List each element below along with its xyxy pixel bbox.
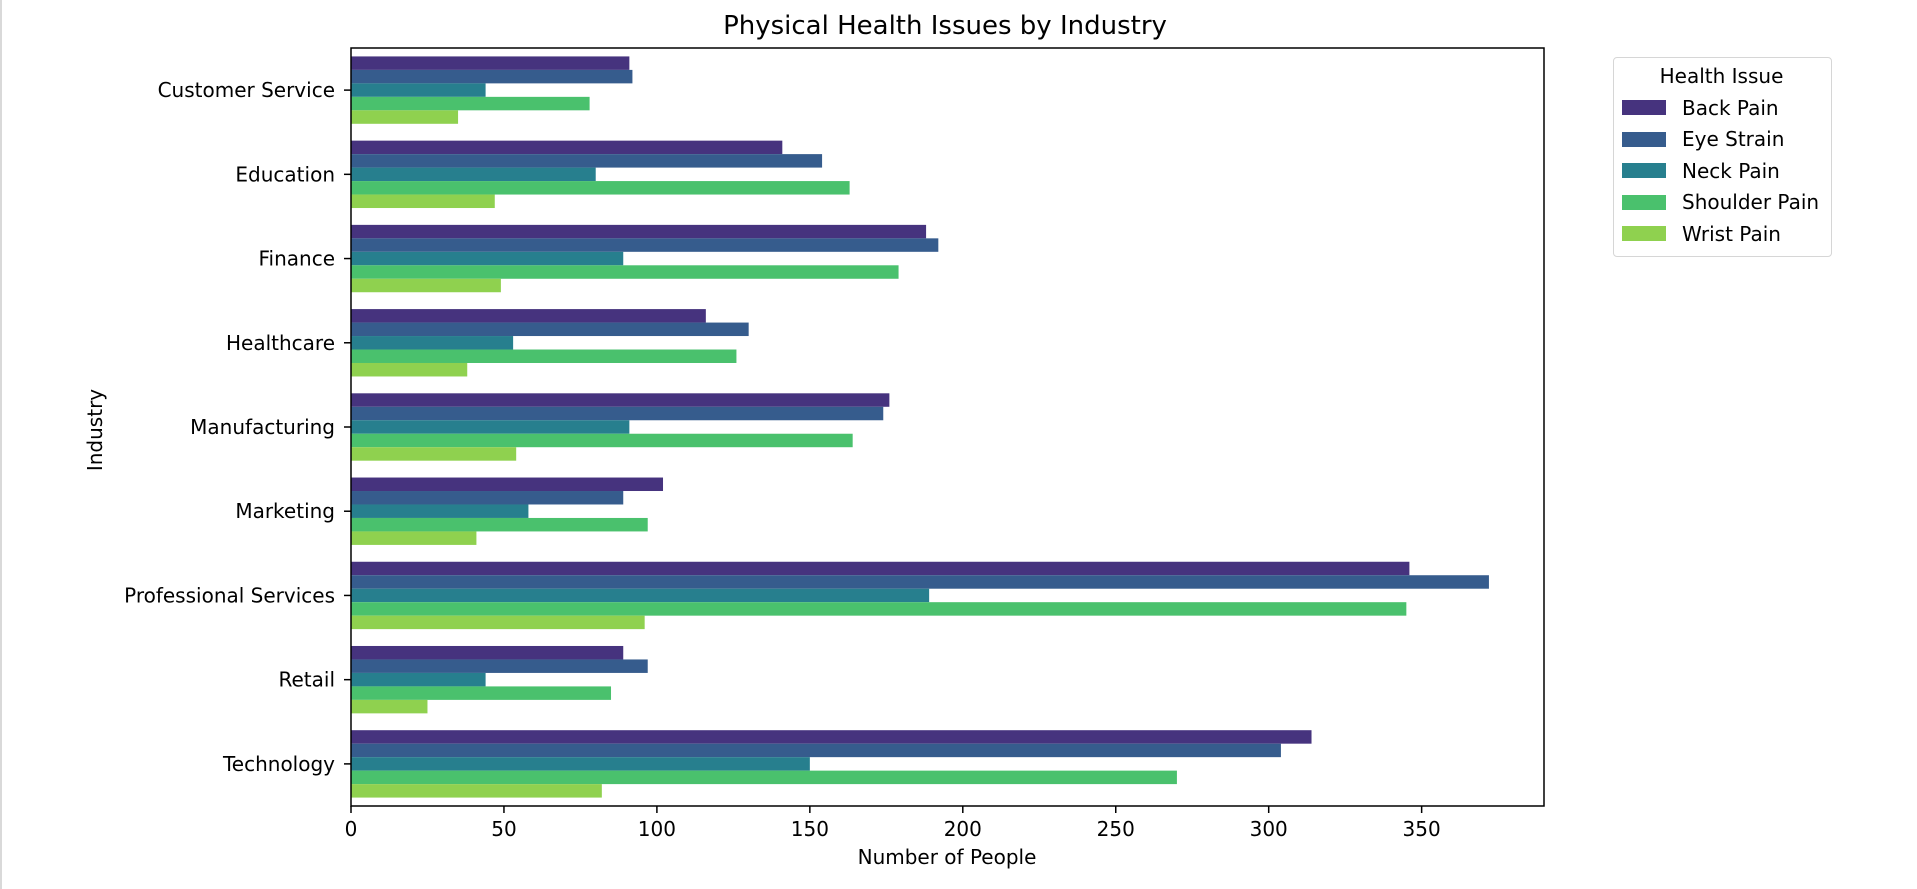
bar-wrist-pain-retail [351,699,428,714]
bar-back-pain-retail [351,645,624,660]
bar-eye-strain-professional-services [351,575,1489,589]
y-axis-ticks: Customer Service Education Finance Healthca… [124,78,351,776]
chart-title: Physical Health Issues by Industry [723,11,1167,41]
bar-eye-strain-retail [351,659,648,673]
legend: Health Issue Back Pain Eye Strain Neck Pai… [1613,57,1832,257]
y-tick-label: Marketing [235,499,335,523]
legend-items: Back Pain Eye Strain Neck Pain Shoulder Pai… [1622,92,1821,250]
bar-wrist-pain-marketing [351,531,477,545]
bar-shoulder-pain-manufacturing [351,433,853,448]
bar-neck-pain-technology [351,757,810,771]
bar-shoulder-pain-education [351,181,850,195]
bar-eye-strain-technology [351,743,1281,758]
window-edge [0,0,2,889]
bar-back-pain-healthcare [351,309,706,323]
bar-neck-pain-manufacturing [351,420,630,434]
bar-back-pain-finance [351,224,927,239]
x-tick-label: 0 [345,817,358,841]
bar-eye-strain-marketing [351,491,624,505]
legend-label: Wrist Pain [1682,221,1781,246]
y-tick-label: Healthcare [226,331,335,355]
bar-neck-pain-marketing [351,504,529,518]
bar-eye-strain-finance [351,238,939,252]
x-tick-label: 350 [1403,817,1441,841]
x-tick-label: 50 [491,817,516,841]
bar-neck-pain-professional-services [351,588,930,603]
bar-back-pain-marketing [351,477,664,492]
legend-item: Shoulder Pain [1622,187,1821,219]
legend-item: Wrist Pain [1622,218,1821,250]
bar-shoulder-pain-healthcare [351,349,737,363]
bar-back-pain-manufacturing [351,393,890,407]
legend-swatch [1622,131,1666,147]
y-tick-label: Education [235,162,335,186]
bar-eye-strain-healthcare [351,322,749,337]
legend-swatch [1622,100,1666,116]
bar-wrist-pain-technology [351,784,602,798]
y-tick-label: Manufacturing [190,415,335,439]
y-tick-label: Retail [278,668,335,692]
bar-shoulder-pain-finance [351,265,899,279]
legend-item: Eye Strain [1622,124,1821,156]
bar-back-pain-customer-service [351,56,630,70]
legend-label: Neck Pain [1682,158,1780,183]
bar-neck-pain-customer-service [351,83,486,97]
bar-shoulder-pain-customer-service [351,96,590,111]
legend-label: Eye Strain [1682,127,1785,152]
y-axis-label: Industry [83,389,107,471]
bar-eye-strain-customer-service [351,69,633,84]
bar-neck-pain-education [351,167,596,182]
x-tick-label: 150 [791,817,829,841]
x-tick-label: 250 [1097,817,1135,841]
bar-neck-pain-retail [351,672,486,687]
y-tick-label: Professional Services [124,583,335,607]
legend-swatch [1622,226,1666,242]
bars-group [351,56,1489,798]
legend-item: Neck Pain [1622,155,1821,187]
bar-neck-pain-healthcare [351,336,514,350]
x-tick-label: 100 [638,817,676,841]
bar-wrist-pain-professional-services [351,615,645,630]
bar-eye-strain-manufacturing [351,406,884,421]
bar-wrist-pain-education [351,194,495,209]
bar-eye-strain-education [351,154,823,168]
legend-label: Back Pain [1682,95,1779,120]
x-axis-ticks: 0 50 100 150 200 250 300 350 [345,806,1441,841]
bar-back-pain-technology [351,730,1312,744]
bar-shoulder-pain-professional-services [351,602,1407,616]
x-tick-label: 300 [1250,817,1288,841]
legend-title: Health Issue [1659,64,1784,88]
bar-wrist-pain-manufacturing [351,447,517,461]
bar-wrist-pain-customer-service [351,110,459,124]
bar-back-pain-education [351,140,783,155]
bar-wrist-pain-healthcare [351,362,468,377]
bar-shoulder-pain-marketing [351,517,648,532]
y-tick-label: Technology [222,752,335,776]
bar-neck-pain-finance [351,251,624,266]
y-tick-label: Customer Service [158,78,335,102]
x-axis-label: Number of People [858,845,1037,869]
legend-label: Shoulder Pain [1682,190,1820,215]
bar-back-pain-professional-services [351,561,1410,576]
bar-wrist-pain-finance [351,278,501,293]
bar-shoulder-pain-retail [351,686,612,700]
legend-swatch [1622,163,1666,179]
y-tick-label: Finance [258,247,335,271]
legend-swatch [1622,194,1666,210]
bar-shoulder-pain-technology [351,770,1177,785]
x-tick-label: 200 [944,817,982,841]
legend-item: Back Pain [1622,92,1821,124]
